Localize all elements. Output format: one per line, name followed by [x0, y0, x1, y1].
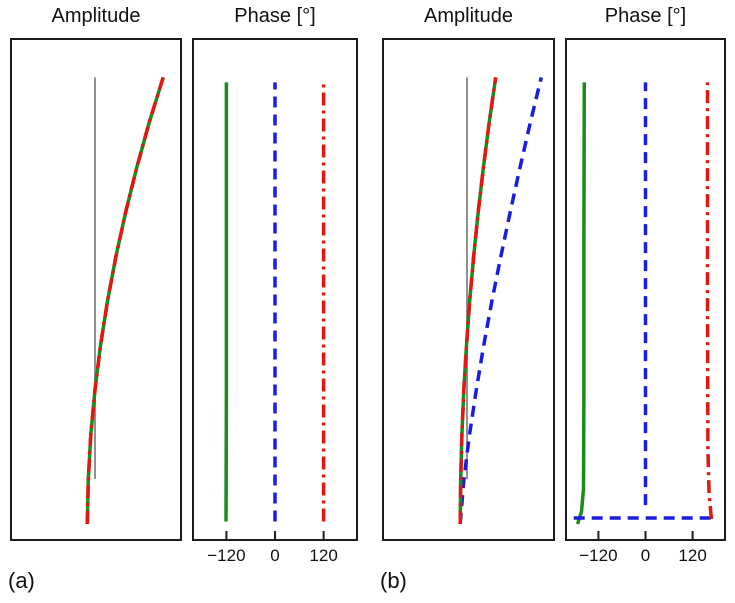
x-tick-label: −120	[579, 546, 618, 565]
x-tick-label: −120	[207, 546, 246, 565]
x-tick-label: 120	[309, 546, 338, 565]
x-tick-label: 0	[640, 546, 651, 565]
phase-green-solid	[575, 82, 587, 525]
panel-b-amplitude	[382, 38, 555, 541]
mode-shape-red-dashdot	[458, 77, 498, 525]
panel-title-a-phase: Phase [°]	[234, 5, 316, 27]
panel-title-b-amplitude: Amplitude	[424, 5, 513, 27]
x-tick-label: 120	[678, 546, 707, 565]
panel-a-amplitude	[10, 38, 182, 541]
phase-red-dashdot	[705, 82, 714, 520]
subfigure-label-b: (b)	[380, 568, 407, 593]
mode-shape-red-dashdot	[85, 76, 165, 525]
b-phase-plot	[573, 82, 716, 539]
panel-title-b-phase: Phase [°]	[604, 5, 687, 27]
a-amplitude-plot	[85, 76, 165, 525]
mode-shape-blue-dashed	[458, 76, 544, 525]
panel-a-phase	[192, 38, 358, 541]
x-tick-label: 0	[270, 546, 280, 565]
b-amplitude-plot	[458, 76, 544, 525]
a-phase-plot	[224, 82, 326, 539]
mode-shape-green-solid	[85, 76, 165, 525]
subfigure-label-a: (a)	[8, 568, 35, 593]
panel-b-phase	[565, 38, 726, 541]
panel-title-a-amplitude: Amplitude	[51, 5, 141, 27]
